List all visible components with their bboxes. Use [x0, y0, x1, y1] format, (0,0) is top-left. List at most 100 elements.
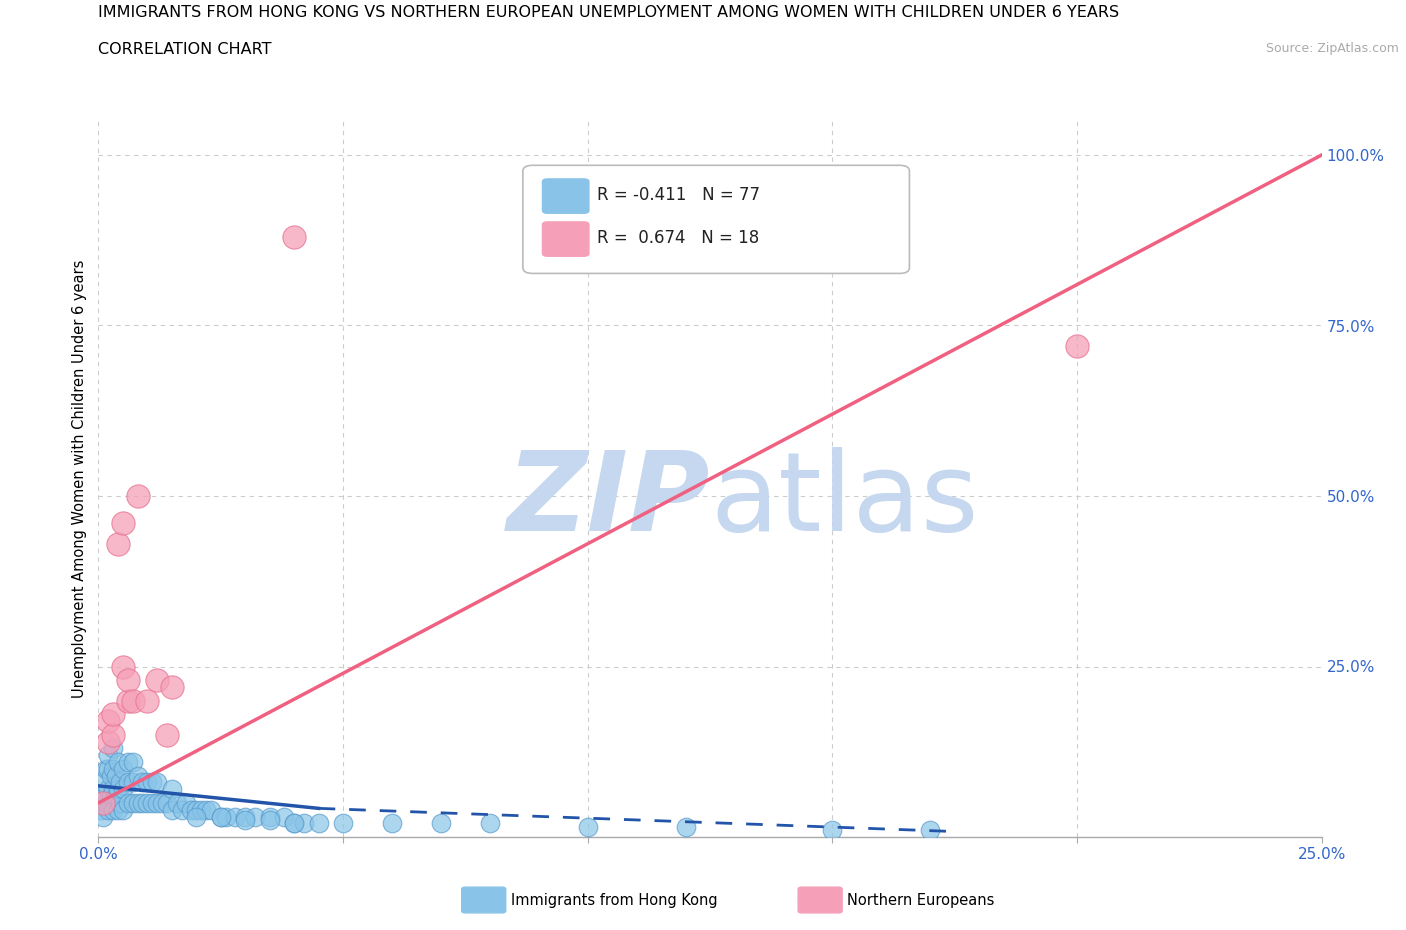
Point [107, 754, 129, 769]
Point [186, 809, 208, 824]
Point [117, 754, 139, 769]
Point [131, 795, 153, 810]
Point [100, 789, 122, 804]
Point [186, 803, 208, 817]
Point [104, 768, 127, 783]
Point [97, 748, 120, 763]
Point [101, 741, 124, 756]
Point [190, 803, 212, 817]
Point [283, 816, 305, 830]
Text: R = -0.411   N = 77: R = -0.411 N = 77 [598, 186, 761, 204]
Point [101, 782, 124, 797]
Point [381, 816, 404, 830]
Point [101, 803, 124, 817]
Point [104, 789, 127, 804]
Text: IMMIGRANTS FROM HONG KONG VS NORTHERN EUROPEAN UNEMPLOYMENT AMONG WOMEN WITH CHI: IMMIGRANTS FROM HONG KONG VS NORTHERN EU… [98, 5, 1119, 20]
Point [821, 823, 844, 838]
Point [110, 775, 132, 790]
FancyBboxPatch shape [799, 887, 842, 913]
Point [920, 823, 942, 838]
Point [101, 727, 124, 742]
Point [176, 795, 198, 810]
Point [117, 775, 139, 790]
Text: Northern Europeans: Northern Europeans [846, 893, 994, 908]
Point [91, 789, 114, 804]
Point [141, 795, 163, 810]
FancyBboxPatch shape [461, 887, 506, 913]
Point [111, 516, 134, 531]
Point [136, 693, 159, 708]
Point [170, 803, 193, 817]
Point [127, 795, 149, 810]
Point [200, 803, 222, 817]
Point [233, 813, 256, 828]
Point [111, 762, 134, 777]
Point [308, 816, 330, 830]
Point [117, 693, 139, 708]
Point [94, 795, 117, 810]
Point [131, 775, 153, 790]
Point [111, 803, 134, 817]
Point [127, 488, 149, 503]
Point [121, 693, 143, 708]
Point [160, 680, 183, 695]
Point [146, 672, 169, 687]
Point [97, 713, 120, 728]
Point [332, 816, 354, 830]
Point [97, 734, 120, 749]
Point [121, 795, 143, 810]
Point [259, 813, 281, 828]
Point [214, 809, 236, 824]
Point [101, 762, 124, 777]
Point [136, 795, 159, 810]
FancyBboxPatch shape [523, 166, 910, 273]
Point [156, 795, 179, 810]
Point [107, 782, 129, 797]
Text: atlas: atlas [710, 447, 979, 554]
Y-axis label: Unemployment Among Women with Children Under 6 years: Unemployment Among Women with Children U… [72, 259, 87, 698]
Point [478, 816, 501, 830]
Point [166, 795, 188, 810]
Point [160, 803, 183, 817]
Point [224, 809, 246, 824]
Point [195, 803, 218, 817]
Point [1066, 339, 1088, 353]
Text: ZIP: ZIP [506, 447, 710, 554]
Point [283, 816, 305, 830]
Point [209, 809, 232, 824]
Point [91, 809, 114, 824]
Point [90, 803, 112, 817]
Point [146, 795, 169, 810]
Text: CORRELATION CHART: CORRELATION CHART [98, 42, 271, 57]
Point [94, 762, 117, 777]
Point [156, 727, 179, 742]
Point [111, 782, 134, 797]
Point [160, 782, 183, 797]
Point [180, 803, 202, 817]
Point [121, 775, 143, 790]
Point [91, 795, 114, 810]
Point [430, 816, 453, 830]
Point [117, 795, 139, 810]
Point [127, 768, 149, 783]
Point [121, 754, 143, 769]
Point [283, 230, 305, 245]
Point [576, 819, 599, 834]
Point [97, 803, 120, 817]
Point [111, 659, 134, 674]
Point [273, 809, 295, 824]
Point [141, 775, 163, 790]
Point [150, 795, 173, 810]
FancyBboxPatch shape [543, 179, 589, 213]
Point [146, 775, 169, 790]
Point [107, 803, 129, 817]
Point [91, 775, 114, 790]
Point [209, 809, 232, 824]
Point [110, 795, 132, 810]
Point [292, 816, 315, 830]
Point [136, 775, 159, 790]
Point [97, 782, 120, 797]
Point [675, 819, 697, 834]
Point [233, 809, 256, 824]
Point [243, 809, 266, 824]
